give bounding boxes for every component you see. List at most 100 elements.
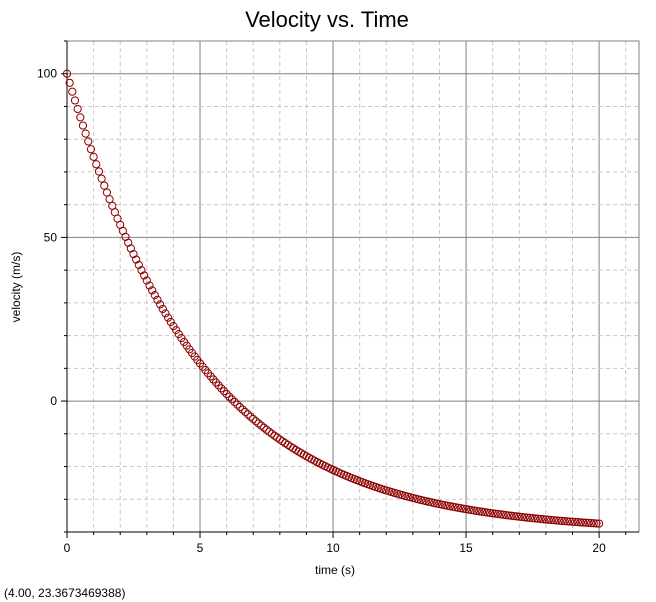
- data-point: [148, 286, 157, 295]
- data-point: [547, 515, 556, 525]
- data-point: [528, 514, 537, 523]
- data-point: [515, 512, 524, 521]
- data-point: [517, 512, 527, 522]
- data-point: [158, 304, 167, 314]
- y-tick-label: 0: [50, 394, 57, 408]
- data-point: [251, 417, 260, 426]
- data-point: [539, 515, 548, 524]
- data-point: [525, 513, 535, 522]
- data-point: [512, 512, 521, 521]
- data-point: [62, 69, 72, 78]
- cursor-coordinate-readout: (4.00, 23.3673469388): [4, 586, 126, 600]
- x-tick-label: 10: [326, 541, 340, 555]
- chart-title: Velocity vs. Time: [245, 7, 409, 32]
- data-point: [166, 317, 175, 327]
- data-point: [270, 431, 279, 440]
- data-point: [480, 508, 489, 517]
- data-point: [150, 291, 159, 300]
- x-tick-label: 5: [197, 541, 204, 555]
- data-point: [499, 510, 508, 519]
- x-axis-ticks: 0 5 10 15 20: [64, 532, 627, 555]
- data-point: [169, 321, 178, 331]
- data-point: [230, 397, 239, 407]
- data-point: [560, 517, 569, 526]
- data-point: [249, 414, 258, 424]
- data-point: [472, 506, 481, 516]
- data-point: [140, 271, 149, 280]
- data-point: [211, 378, 221, 387]
- data-point: [219, 387, 229, 396]
- data-point: [97, 174, 106, 183]
- data-point: [544, 515, 553, 524]
- data-point: [477, 507, 487, 516]
- data-point: [533, 514, 543, 523]
- y-axis-label: velocity (m/s): [9, 252, 23, 323]
- data-point: [265, 427, 274, 436]
- data-point: [552, 516, 561, 525]
- data-point: [76, 113, 85, 122]
- data-point: [259, 423, 268, 432]
- data-point: [555, 516, 564, 525]
- data-point: [520, 513, 529, 522]
- data-point: [81, 129, 90, 138]
- data-point: [238, 405, 247, 414]
- data-point: [233, 400, 242, 409]
- data-point: [267, 429, 276, 438]
- x-tick-label: 15: [459, 541, 473, 555]
- data-point: [579, 518, 588, 527]
- data-point: [584, 518, 593, 528]
- data-point: [557, 516, 566, 525]
- data-point: [501, 510, 511, 520]
- data-point: [467, 505, 476, 515]
- data-point: [576, 518, 585, 527]
- data-point: [587, 518, 596, 528]
- data-point: [581, 518, 590, 527]
- data-point: [523, 513, 532, 522]
- data-point: [94, 167, 104, 176]
- y-tick-label: 50: [44, 230, 58, 244]
- data-point: [563, 517, 572, 526]
- data-point: [485, 508, 495, 518]
- data-point: [142, 276, 151, 285]
- data-point: [488, 509, 497, 518]
- data-point: [171, 326, 181, 335]
- data-point: [531, 514, 540, 523]
- data-point: [78, 121, 88, 130]
- data-point: [456, 504, 465, 513]
- data-point: [222, 389, 231, 399]
- data-point: [92, 160, 101, 169]
- data-point: [262, 425, 271, 434]
- data-point: [257, 421, 266, 430]
- data-point: [565, 517, 574, 526]
- data-point: [68, 87, 77, 96]
- data-point: [496, 510, 505, 519]
- data-point: [132, 255, 141, 264]
- data-point: [254, 419, 263, 428]
- data-point: [100, 181, 109, 190]
- data-point: [504, 511, 513, 520]
- data-point: [594, 519, 604, 528]
- data-point: [241, 407, 250, 417]
- y-axis-ticks: 100 50 0: [37, 40, 67, 533]
- data-point: [84, 137, 93, 146]
- data-point: [156, 300, 165, 309]
- data-point: [509, 511, 519, 521]
- data-point: [469, 506, 479, 515]
- data-point: [134, 260, 143, 270]
- data-point: [461, 505, 471, 514]
- data-point: [73, 104, 82, 114]
- data-point: [86, 145, 96, 154]
- data-point: [491, 509, 500, 518]
- data-point: [536, 514, 545, 524]
- x-tick-label: 20: [592, 541, 606, 555]
- data-point: [217, 384, 226, 393]
- data-point: [225, 392, 234, 401]
- data-point: [571, 517, 580, 527]
- data-series: [62, 69, 604, 528]
- data-point: [493, 509, 503, 519]
- data-point: [243, 410, 253, 419]
- x-axis-label: time (s): [315, 563, 355, 577]
- data-point: [235, 403, 245, 412]
- data-point: [573, 518, 582, 527]
